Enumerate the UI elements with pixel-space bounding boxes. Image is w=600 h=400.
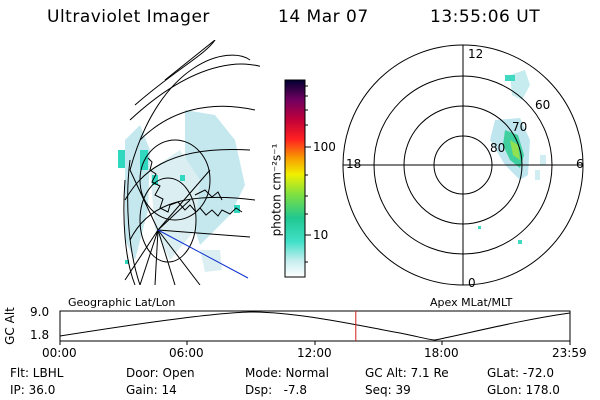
time-tick-1800: 18:00 [424,346,459,360]
mlat-label-80: 80 [490,141,506,155]
observation-date: 14 Mar 07 [278,7,369,27]
info-glon: GLon: 178.0 [487,383,560,397]
info-glat: GLat: -72.0 [487,366,554,380]
instrument-title: Ultraviolet Imager [47,7,210,27]
time-tick-1200: 12:00 [297,346,332,360]
coastline [147,157,243,217]
gc-altitude-curve [59,311,571,341]
mlt-label-0: 0 [468,276,476,290]
gc-alt-ylabel: GC Alt [2,307,17,345]
info-gc-alt: GC Alt: 7.1 Re [365,366,449,380]
info-gain: Gain: 14 [126,383,177,397]
gc-y-max: 9.0 [30,305,50,319]
terminator-line [157,229,249,279]
apex-title: Apex MLat/MLT [430,296,513,309]
time-tick-0000: 00:00 [42,346,77,360]
info-ip: IP: 36.0 [10,383,56,397]
colorbar-tick-10: 10 [313,228,329,242]
info-dsp: Dsp: -7.8 [245,383,308,397]
colorbar-label: photon cm⁻²s⁻¹ [269,143,284,237]
info-door: Door: Open [126,366,195,380]
info-filter: Flt: LBHL [10,366,64,380]
info-mode: Mode: Normal [245,366,329,380]
gc-y-min: 1.8 [30,328,50,342]
info-seq: Seq: 39 [365,383,411,397]
mlt-label-12: 12 [468,47,484,61]
colorbar-tick-100: 100 [313,140,336,154]
geographic-map [118,40,260,285]
mlat-label-60: 60 [535,98,551,112]
mlt-label-6: 6 [576,157,584,171]
geographic-title: Geographic Lat/Lon [68,296,176,309]
polar-plot [342,44,584,286]
aurora-emission-left [125,110,245,272]
lat-lon-grid [123,40,260,285]
observation-time: 13:55:06 UT [430,7,541,27]
mlat-label-70: 70 [512,120,528,134]
time-tick-0600: 06:00 [169,346,204,360]
mlt-label-18: 18 [346,157,362,171]
colorbar [284,79,311,278]
time-tick-2359: 23:59 [552,346,587,360]
gc-altitude-plot [59,310,571,345]
